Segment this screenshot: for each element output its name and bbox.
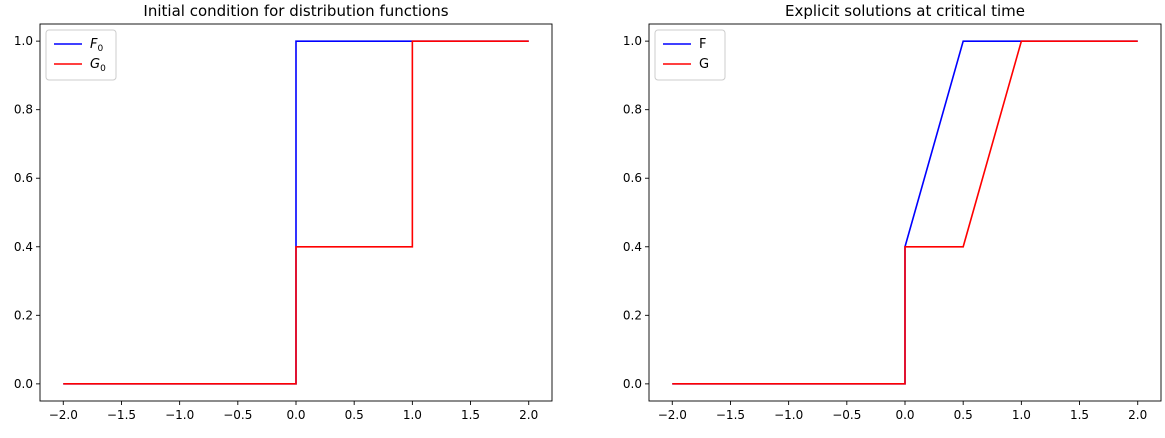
y-tick-label: 0.6: [14, 171, 33, 185]
x-tick-label: −1.5: [107, 408, 136, 422]
x-tick-label: −2.0: [658, 408, 687, 422]
x-tick-label: 1.5: [1070, 408, 1089, 422]
chart-title: Explicit solutions at critical time: [785, 2, 1025, 20]
legend-label: G0: [90, 57, 106, 74]
legend-box: [654, 29, 726, 81]
x-tick-label: 0.0: [286, 408, 305, 422]
y-tick-label: 0.4: [623, 240, 642, 254]
x-tick-label: −1.0: [165, 408, 194, 422]
series-line-g: [672, 40, 1138, 385]
y-tick-label: 0.2: [623, 308, 642, 322]
series-group: [63, 40, 529, 385]
chart-1: Initial condition for distribution funct…: [14, 2, 553, 422]
series-line-g0: [63, 40, 529, 385]
legend-box: [45, 29, 117, 81]
legend: FG: [654, 29, 726, 81]
x-tick-label: 2.0: [1128, 408, 1147, 422]
y-tick-label: 0.4: [14, 240, 33, 254]
y-tick-label: 0.8: [14, 103, 33, 117]
legend-label: F: [699, 37, 706, 52]
legend-label: F0: [90, 37, 103, 54]
x-tick-label: 1.5: [461, 408, 480, 422]
y-tick-label: 1.0: [14, 34, 33, 48]
x-tick-label: 0.0: [895, 408, 914, 422]
x-tick-label: 2.0: [519, 408, 538, 422]
x-tick-label: 1.0: [1012, 408, 1031, 422]
y-tick-label: 1.0: [623, 34, 642, 48]
x-tick-label: −2.0: [49, 408, 78, 422]
x-tick-label: −1.0: [774, 408, 803, 422]
y-tick-label: 0.0: [623, 377, 642, 391]
x-tick-label: 0.5: [345, 408, 364, 422]
y-tick-label: 0.0: [14, 377, 33, 391]
x-tick-label: 1.0: [403, 408, 422, 422]
x-tick-label: −0.5: [223, 408, 252, 422]
y-tick-label: 0.6: [623, 171, 642, 185]
chart-title: Initial condition for distribution funct…: [143, 2, 448, 20]
chart-2: Explicit solutions at critical time −2.0 −…: [623, 2, 1162, 422]
y-tick-label: 0.2: [14, 308, 33, 322]
x-tick-label: −1.5: [716, 408, 745, 422]
series-group: [672, 40, 1138, 385]
legend-label: G: [699, 57, 709, 72]
x-tick-label: 0.5: [954, 408, 973, 422]
x-tick-label: −0.5: [832, 408, 861, 422]
y-tick-label: 0.8: [623, 103, 642, 117]
